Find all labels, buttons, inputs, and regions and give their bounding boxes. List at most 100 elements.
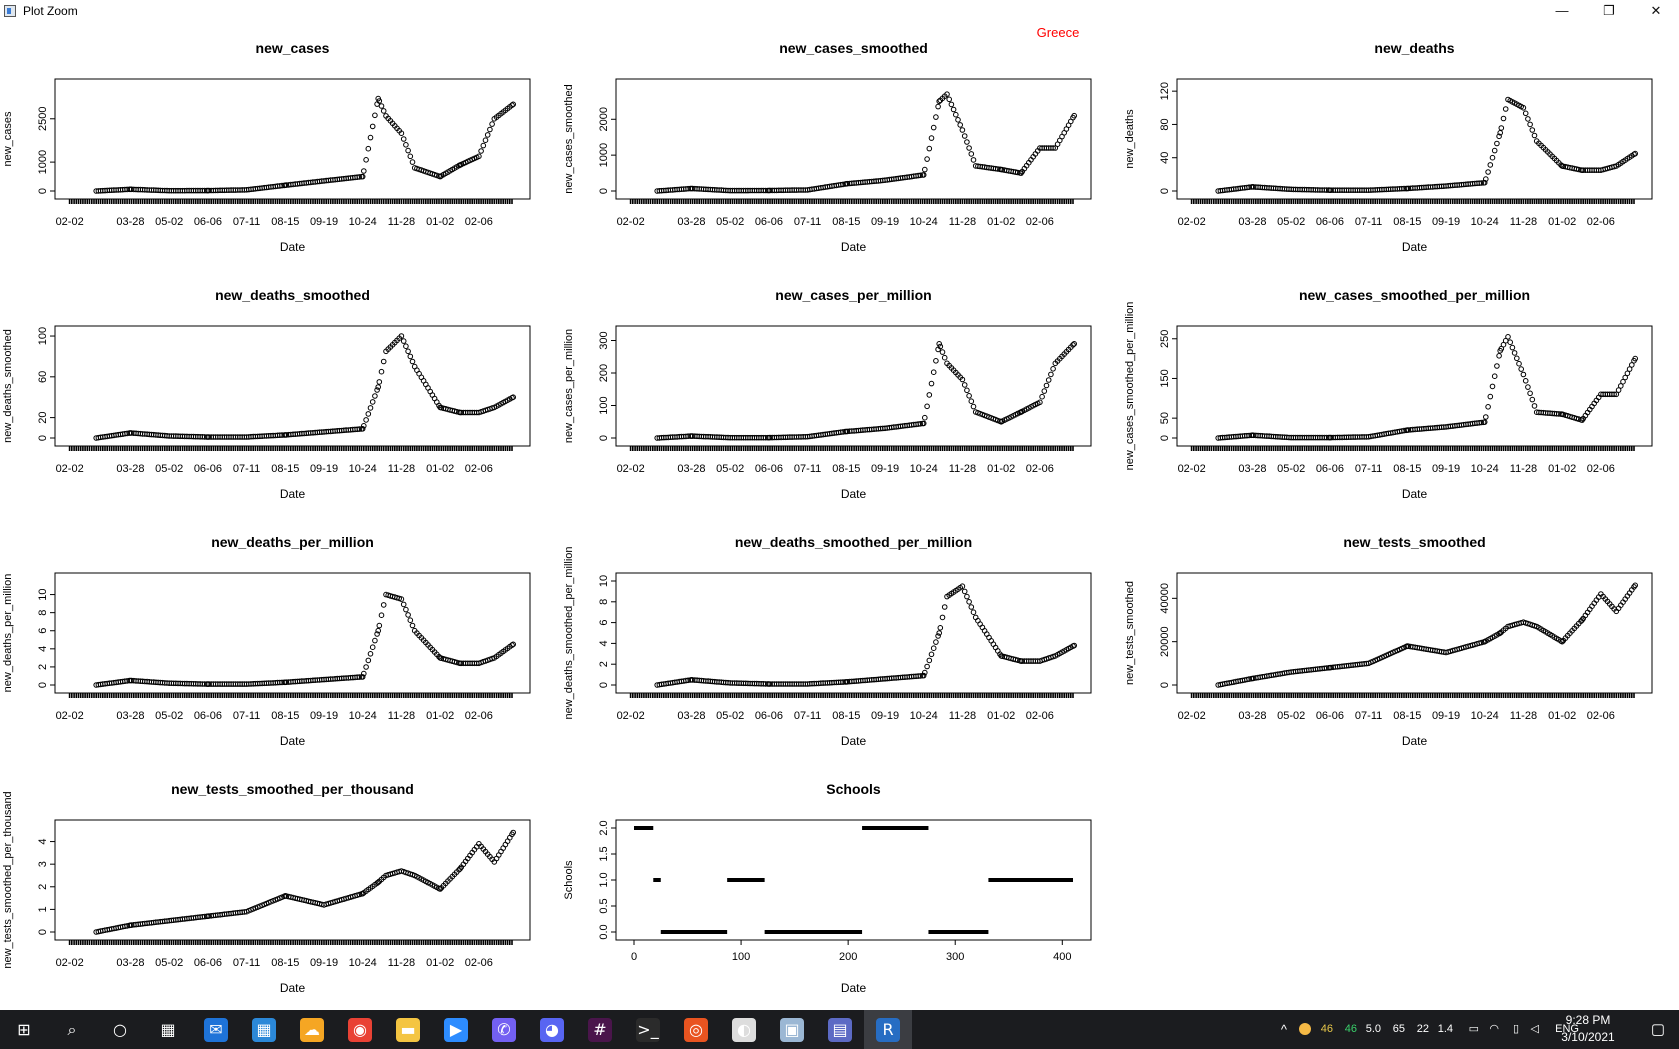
- data-point: [937, 625, 944, 631]
- data-point: [1631, 357, 1637, 364]
- data-point: [436, 885, 442, 892]
- data-point: [374, 387, 380, 393]
- y-tick-label: 2: [37, 884, 49, 890]
- data-point: [1511, 350, 1518, 356]
- taskbar-item-cortana[interactable]: ○: [96, 1010, 144, 1049]
- data-point: [950, 106, 957, 113]
- x-tick-label: 05-02: [1277, 216, 1305, 228]
- data-point: [1622, 374, 1628, 381]
- taskbar-item-zoom[interactable]: ▶: [432, 1010, 480, 1049]
- chart-title: new_cases_per_million: [775, 287, 931, 303]
- taskbar-item-search[interactable]: ⌕: [48, 1010, 96, 1049]
- x-tick-label: 06-06: [755, 216, 783, 228]
- data-point: [1629, 362, 1635, 368]
- y-tick-label: 4: [37, 839, 49, 845]
- taskbar-item-ubuntu[interactable]: ◎: [672, 1010, 720, 1049]
- data-point: [1502, 106, 1509, 112]
- y-axis-label: new_deaths_smoothed: [2, 329, 14, 443]
- data-point: [966, 599, 972, 605]
- data-point: [939, 349, 946, 355]
- data-point: [970, 403, 977, 410]
- x-tick-label: 02-06: [1026, 710, 1054, 722]
- chart-new-cases-smoothed-per-million: new_cases_smoothed_per_million Date new_ca…: [1124, 287, 1653, 501]
- taskbar-item-mail[interactable]: ✉: [192, 1010, 240, 1049]
- data-point: [924, 403, 930, 410]
- data-point: [1531, 403, 1538, 409]
- taskbar-item-chrome[interactable]: ◉: [336, 1010, 384, 1049]
- minimize-button[interactable]: —: [1555, 3, 1569, 18]
- y-tick-label: 2: [598, 661, 610, 667]
- y-tick-label: 0: [1159, 188, 1171, 194]
- data-point: [380, 874, 387, 881]
- data-point: [1522, 110, 1529, 117]
- mail-icon: ✉: [204, 1017, 228, 1042]
- taskbar-item-calculator[interactable]: ▤: [816, 1010, 864, 1049]
- x-tick-label: 10-24: [349, 216, 377, 228]
- taskbar-item-slack[interactable]: #: [576, 1010, 624, 1049]
- taskbar-item-compass[interactable]: ◐: [720, 1010, 768, 1049]
- notifications-icon[interactable]: ▢: [1650, 1021, 1665, 1038]
- data-point: [1483, 176, 1489, 182]
- x-tick-label: 08-15: [1393, 463, 1421, 475]
- taskbar-item-weather[interactable]: ☁: [288, 1010, 336, 1049]
- x-tick-label: 06-06: [755, 710, 783, 722]
- y-axis-label: new_cases: [2, 111, 14, 167]
- data-point: [877, 425, 884, 432]
- x-tick-label: 03-28: [677, 216, 705, 228]
- data-point: [928, 380, 935, 387]
- data-point: [1048, 145, 1054, 151]
- data-point: [1611, 163, 1617, 170]
- battery-icon[interactable]: ▭: [1468, 1023, 1479, 1035]
- x-tick-label: 02-06: [1587, 710, 1615, 722]
- volume-icon[interactable]: ◁: [1530, 1023, 1539, 1035]
- taskbar-item-file-explorer[interactable]: ▬: [384, 1010, 432, 1049]
- data-point: [365, 411, 372, 417]
- tray-value: 22: [1416, 1023, 1429, 1035]
- y-tick-label: 40: [1159, 152, 1171, 164]
- x-tick-label: 05-02: [155, 463, 183, 475]
- taskbar-item-start-button[interactable]: ⊞: [0, 1010, 48, 1049]
- data-point: [375, 384, 382, 390]
- x-tick-label: 08-15: [271, 710, 299, 722]
- data-point: [1034, 400, 1041, 407]
- taskbar-item-calendar[interactable]: ▦: [240, 1010, 288, 1049]
- x-tick-label: 09-19: [310, 710, 338, 722]
- taskbar-item-viber[interactable]: ✆: [480, 1010, 528, 1049]
- data-point: [376, 98, 383, 104]
- y-tick-label: 0: [37, 929, 49, 935]
- clock-time[interactable]: 9:28 PM: [1565, 1013, 1611, 1027]
- data-point: [1516, 360, 1522, 367]
- data-point: [356, 426, 363, 432]
- data-point: [922, 414, 928, 421]
- chart-title: new_cases_smoothed_per_million: [1299, 287, 1530, 303]
- taskbar-item-terminal[interactable]: >_: [624, 1010, 672, 1049]
- data-point: [369, 399, 376, 405]
- taskbar-item-task-view[interactable]: ▦: [144, 1010, 192, 1049]
- tray-weather-icon[interactable]: [1299, 1010, 1311, 1049]
- wifi-icon[interactable]: ◠: [1489, 1023, 1499, 1035]
- data-point: [933, 114, 939, 120]
- network-icon[interactable]: ▯: [1512, 1023, 1519, 1035]
- close-button[interactable]: ✕: [1650, 3, 1662, 18]
- taskbar-item-photos[interactable]: ▣: [768, 1010, 816, 1049]
- data-point: [928, 135, 935, 141]
- zoom-icon: ▶: [444, 1017, 468, 1042]
- chart-title: Schools: [826, 781, 881, 797]
- data-point: [1609, 391, 1615, 398]
- data-point: [1525, 116, 1531, 122]
- data-point: [376, 379, 383, 385]
- tray-chevron-icon[interactable]: ^: [1280, 1022, 1287, 1037]
- taskbar-item-r[interactable]: R: [864, 1010, 912, 1049]
- task-view-icon: ▦: [160, 1020, 176, 1039]
- taskbar-item-discord[interactable]: ◕: [528, 1010, 576, 1049]
- x-tick-marks: [1190, 199, 1635, 204]
- data-point: [1284, 434, 1290, 441]
- y-axis-label: new_cases_smoothed_per_million: [1124, 302, 1136, 471]
- y-tick-label: 1.0: [598, 872, 610, 887]
- window-titlebar[interactable]: Plot Zoom — ❐ ✕: [0, 0, 1679, 22]
- clock-date[interactable]: 3/10/2021: [1561, 1030, 1615, 1044]
- y-tick-label: 0: [37, 682, 49, 688]
- language-indicator[interactable]: ENG: [1555, 1023, 1579, 1035]
- restore-button[interactable]: ❐: [1603, 3, 1615, 18]
- data-point: [964, 139, 970, 145]
